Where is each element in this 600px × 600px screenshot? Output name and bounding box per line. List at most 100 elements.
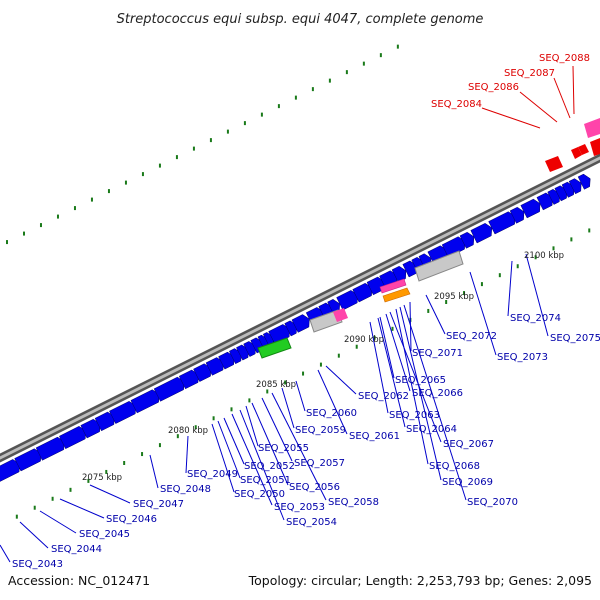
leader-line bbox=[395, 308, 429, 465]
gene-label: SEQ_2074 bbox=[510, 313, 561, 324]
leader-line bbox=[553, 77, 571, 119]
leader-line bbox=[185, 435, 189, 474]
leader-line bbox=[409, 301, 412, 352]
leader-line bbox=[399, 306, 442, 481]
leader-line bbox=[251, 402, 289, 486]
leader-line bbox=[231, 413, 273, 506]
rna-gene-label: SEQ_2084 bbox=[431, 99, 482, 110]
leader-line bbox=[317, 369, 348, 435]
scale-2075: 2075 kbp bbox=[82, 473, 122, 483]
leader-line bbox=[245, 405, 259, 447]
gene-label: SEQ_2056 bbox=[289, 482, 340, 493]
genome-backbone bbox=[0, 153, 600, 463]
leader-line bbox=[223, 417, 245, 465]
rna-gene-labels: SEQ_2084 SEQ_2086 SEQ_2087 SEQ_2088 bbox=[431, 53, 590, 110]
leader-line bbox=[519, 91, 558, 123]
gene-label: SEQ_2066 bbox=[412, 388, 463, 399]
gene-label: SEQ_2064 bbox=[406, 424, 457, 435]
gene-label: SEQ_2068 bbox=[429, 461, 480, 472]
rna-gene-label: SEQ_2086 bbox=[468, 82, 519, 93]
gene-label: SEQ_2049 bbox=[187, 469, 238, 480]
leader-line bbox=[149, 454, 159, 489]
gene-arrow bbox=[577, 173, 591, 190]
leader-line bbox=[481, 107, 541, 129]
leader-line bbox=[217, 420, 241, 479]
leader-line bbox=[389, 311, 442, 443]
leader-line bbox=[271, 392, 327, 501]
gene-label: SEQ_2067 bbox=[443, 439, 494, 450]
label-leaders bbox=[0, 65, 575, 563]
leader-line bbox=[0, 544, 11, 563]
gene-label: SEQ_2075 bbox=[550, 333, 600, 344]
scale-2085: 2085 kbp bbox=[256, 380, 296, 390]
leader-line bbox=[59, 498, 105, 519]
gene-label: SEQ_2052 bbox=[244, 461, 295, 472]
leader-line bbox=[469, 271, 497, 356]
gray-feature bbox=[309, 309, 343, 333]
leader-line bbox=[572, 65, 575, 115]
leader-line bbox=[425, 294, 446, 335]
leader-line bbox=[325, 365, 357, 395]
gene-label: SEQ_2059 bbox=[295, 425, 346, 436]
feature-track bbox=[257, 118, 600, 359]
gene-label: SEQ_2065 bbox=[395, 375, 446, 386]
leader-line bbox=[261, 397, 293, 462]
orange-feature bbox=[382, 287, 411, 303]
green-feature bbox=[257, 337, 292, 359]
rRNA-feature-2 bbox=[590, 138, 600, 156]
tRNA-feature bbox=[584, 118, 600, 138]
gene-label: SEQ_2073 bbox=[497, 352, 548, 363]
gene-label: SEQ_2055 bbox=[258, 443, 309, 454]
gene-label: SEQ_2053 bbox=[274, 502, 325, 513]
gene-arrow bbox=[470, 223, 493, 244]
leader-line bbox=[39, 510, 77, 534]
gene-label: SEQ_2044 bbox=[51, 544, 102, 555]
leader-line bbox=[89, 484, 131, 504]
gene-label: SEQ_2051 bbox=[240, 475, 291, 486]
leader-line bbox=[211, 423, 235, 493]
gene-label: SEQ_2069 bbox=[442, 477, 493, 488]
gene-label: SEQ_2071 bbox=[412, 348, 463, 359]
leader-line bbox=[281, 387, 295, 429]
gene-label: SEQ_2048 bbox=[160, 484, 211, 495]
leader-line bbox=[369, 321, 389, 414]
accession-text: Accession: NC_012471 bbox=[8, 573, 150, 588]
pink-feature bbox=[333, 308, 348, 322]
gene-label: SEQ_2045 bbox=[79, 529, 130, 540]
gene-label: SEQ_2057 bbox=[294, 458, 345, 469]
leader-line bbox=[525, 253, 549, 337]
rRNA-feature bbox=[545, 156, 563, 172]
leader-line bbox=[377, 317, 406, 428]
gene-arrow bbox=[459, 231, 475, 249]
leader-line bbox=[507, 260, 513, 317]
leader-line bbox=[295, 380, 306, 412]
summary-text: Topology: circular; Length: 2,253,793 bp… bbox=[248, 573, 592, 588]
gray-feature-2 bbox=[414, 250, 464, 282]
gene-label: SEQ_2070 bbox=[467, 497, 518, 508]
gene-label: SEQ_2072 bbox=[446, 331, 497, 342]
scale-2080: 2080 kbp bbox=[168, 426, 208, 436]
rna-gene-label: SEQ_2088 bbox=[539, 53, 590, 64]
gene-label: SEQ_2046 bbox=[106, 514, 157, 525]
gene-label: SEQ_2054 bbox=[286, 517, 337, 528]
leader-line bbox=[385, 313, 411, 392]
gene-arrow bbox=[291, 314, 310, 333]
gene-labels: SEQ_2043 SEQ_2044 SEQ_2045 SEQ_2046 SEQ_… bbox=[12, 313, 600, 570]
gene-label: SEQ_2062 bbox=[358, 391, 409, 402]
gene-label: SEQ_2058 bbox=[328, 497, 379, 508]
rRNA-arrow-2 bbox=[578, 144, 589, 155]
leader-line bbox=[403, 304, 467, 501]
scale-labels: 2075 kbp 2080 kbp 2085 kbp 2090 kbp 2095… bbox=[82, 251, 564, 483]
scale-2095: 2095 kbp bbox=[434, 292, 474, 302]
gene-arrow bbox=[509, 206, 525, 224]
gene-label: SEQ_2063 bbox=[389, 410, 440, 421]
gene-label: SEQ_2050 bbox=[234, 489, 285, 500]
leader-line bbox=[19, 521, 49, 549]
outer-tick-track bbox=[5, 44, 399, 245]
map-title: Streptococcus equi subsp. equi 4047, com… bbox=[117, 12, 484, 27]
scale-2090: 2090 kbp bbox=[344, 335, 384, 345]
pink-feature-2 bbox=[379, 278, 407, 294]
leader-line bbox=[239, 409, 285, 521]
